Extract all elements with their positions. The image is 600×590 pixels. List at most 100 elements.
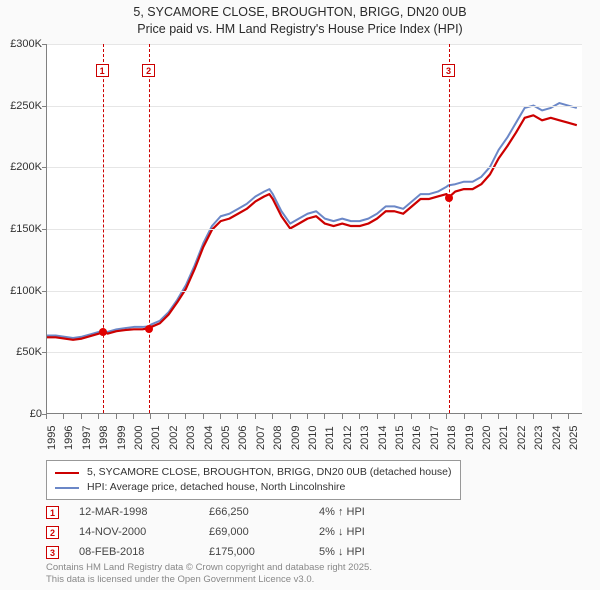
- x-tick-mark: [551, 414, 552, 419]
- x-tick-mark: [446, 414, 447, 419]
- x-tick-mark: [516, 414, 517, 419]
- y-tick-mark: [42, 106, 47, 107]
- sales-price: £175,000: [209, 546, 319, 558]
- legend-box: 5, SYCAMORE CLOSE, BROUGHTON, BRIGG, DN2…: [46, 460, 461, 500]
- footer-line-1: Contains HM Land Registry data © Crown c…: [46, 562, 372, 574]
- x-tick-label: 2021: [498, 426, 510, 450]
- x-tick-mark: [411, 414, 412, 419]
- y-tick-mark: [42, 229, 47, 230]
- chart-container: 5, SYCAMORE CLOSE, BROUGHTON, BRIGG, DN2…: [0, 0, 600, 590]
- sales-row: 2 14-NOV-2000£69,0002% ↓ HPI: [46, 522, 409, 542]
- marker-line: [103, 44, 104, 413]
- x-tick-mark: [133, 414, 134, 419]
- arrow-icon: ↑: [338, 506, 344, 518]
- y-tick-label: £200K: [10, 161, 42, 173]
- x-tick-label: 2009: [290, 426, 302, 450]
- title-line-2: Price paid vs. HM Land Registry's House …: [0, 21, 600, 38]
- sales-date: 14-NOV-2000: [79, 526, 209, 538]
- x-tick-mark: [220, 414, 221, 419]
- x-tick-mark: [533, 414, 534, 419]
- gridline: [47, 291, 582, 292]
- x-tick-mark: [568, 414, 569, 419]
- x-tick-mark: [237, 414, 238, 419]
- x-tick-mark: [116, 414, 117, 419]
- gridline: [47, 229, 582, 230]
- sales-marker-box: 2: [46, 526, 59, 539]
- y-tick-mark: [42, 44, 47, 45]
- arrow-icon: ↓: [338, 526, 344, 538]
- x-tick-label: 2001: [150, 426, 162, 450]
- x-tick-label: 2006: [237, 426, 249, 450]
- x-axis: 1995199619971998199920002001200220032004…: [46, 414, 582, 462]
- x-tick-label: 2022: [516, 426, 528, 450]
- sales-marker-box: 3: [46, 546, 59, 559]
- x-tick-label: 2024: [551, 426, 563, 450]
- marker-line: [149, 44, 150, 413]
- x-tick-label: 2018: [446, 426, 458, 450]
- y-tick-label: £100K: [10, 285, 42, 297]
- x-tick-label: 2020: [481, 426, 493, 450]
- x-tick-mark: [272, 414, 273, 419]
- marker-dot: [145, 325, 153, 333]
- y-tick-label: £0: [30, 408, 42, 420]
- x-tick-mark: [185, 414, 186, 419]
- legend-label-property: 5, SYCAMORE CLOSE, BROUGHTON, BRIGG, DN2…: [87, 465, 452, 480]
- x-tick-label: 2014: [377, 426, 389, 450]
- x-tick-label: 1998: [98, 426, 110, 450]
- x-tick-label: 2012: [342, 426, 354, 450]
- x-tick-mark: [377, 414, 378, 419]
- x-tick-mark: [168, 414, 169, 419]
- sales-marker-box: 1: [46, 506, 59, 519]
- gridline: [47, 167, 582, 168]
- x-tick-mark: [307, 414, 308, 419]
- legend-item-hpi: HPI: Average price, detached house, Nort…: [55, 480, 452, 495]
- footer-attribution: Contains HM Land Registry data © Crown c…: [46, 562, 372, 586]
- x-tick-mark: [98, 414, 99, 419]
- x-tick-label: 2019: [464, 426, 476, 450]
- x-tick-label: 2000: [133, 426, 145, 450]
- x-tick-mark: [394, 414, 395, 419]
- x-tick-label: 1995: [46, 426, 58, 450]
- x-tick-mark: [255, 414, 256, 419]
- gridline: [47, 44, 582, 45]
- y-tick-label: £50K: [16, 346, 42, 358]
- sales-diff: 2% ↓ HPI: [319, 526, 409, 538]
- x-tick-label: 2025: [568, 426, 580, 450]
- y-tick-label: £300K: [10, 38, 42, 50]
- x-tick-label: 2002: [168, 426, 180, 450]
- title-line-1: 5, SYCAMORE CLOSE, BROUGHTON, BRIGG, DN2…: [0, 4, 600, 21]
- sales-price: £69,000: [209, 526, 319, 538]
- x-tick-label: 1999: [116, 426, 128, 450]
- gridline: [47, 106, 582, 107]
- x-tick-mark: [81, 414, 82, 419]
- y-tick-mark: [42, 167, 47, 168]
- sales-diff: 4% ↑ HPI: [319, 506, 409, 518]
- sales-date: 12-MAR-1998: [79, 506, 209, 518]
- legend-swatch-property: [55, 472, 79, 474]
- x-tick-label: 2010: [307, 426, 319, 450]
- legend-item-property: 5, SYCAMORE CLOSE, BROUGHTON, BRIGG, DN2…: [55, 465, 452, 480]
- legend-label-hpi: HPI: Average price, detached house, Nort…: [87, 480, 345, 495]
- x-tick-mark: [342, 414, 343, 419]
- x-tick-label: 1997: [81, 426, 93, 450]
- x-tick-mark: [150, 414, 151, 419]
- marker-box: 2: [142, 64, 155, 77]
- marker-dot: [99, 328, 107, 336]
- x-tick-label: 2016: [411, 426, 423, 450]
- x-tick-label: 2013: [359, 426, 371, 450]
- series-property: [47, 115, 577, 339]
- x-tick-label: 2005: [220, 426, 232, 450]
- x-tick-label: 1996: [63, 426, 75, 450]
- footer-line-2: This data is licensed under the Open Gov…: [46, 574, 372, 586]
- sales-table: 112-MAR-1998£66,2504% ↑ HPI214-NOV-2000£…: [46, 502, 409, 562]
- x-tick-label: 2004: [203, 426, 215, 450]
- series-hpi: [47, 103, 577, 338]
- marker-box: 3: [442, 64, 455, 77]
- x-tick-mark: [324, 414, 325, 419]
- marker-dot: [445, 194, 453, 202]
- sales-row: 308-FEB-2018£175,0005% ↓ HPI: [46, 542, 409, 562]
- arrow-icon: ↓: [338, 546, 344, 558]
- chart-title-block: 5, SYCAMORE CLOSE, BROUGHTON, BRIGG, DN2…: [0, 0, 600, 38]
- y-tick-mark: [42, 291, 47, 292]
- gridline: [47, 352, 582, 353]
